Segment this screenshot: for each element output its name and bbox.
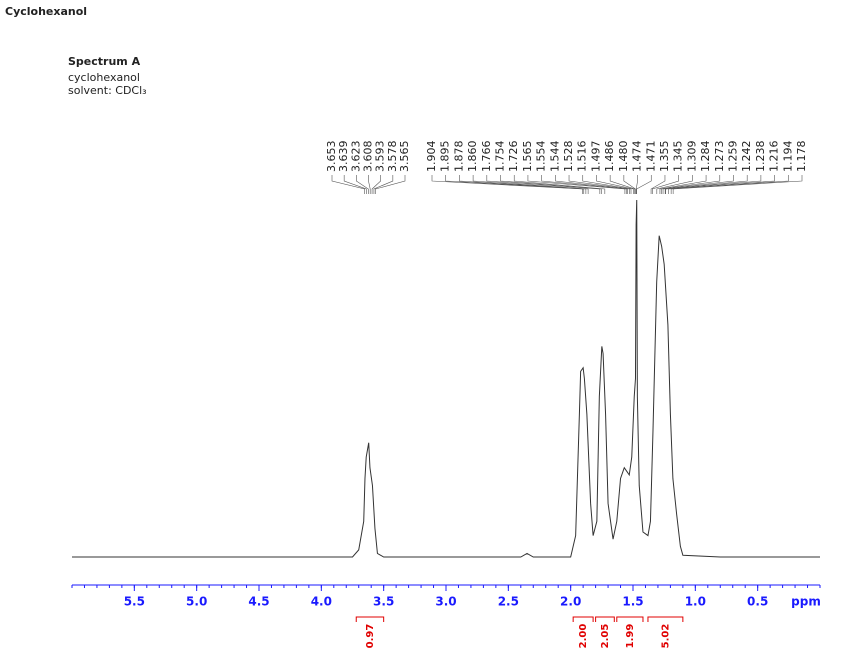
note: cyclohexanol xyxy=(68,71,140,84)
peak-connector xyxy=(513,175,606,194)
spectrum-trace xyxy=(72,199,820,558)
peak-label: 1.474 xyxy=(631,141,644,173)
peak-connector xyxy=(623,175,636,194)
peak-connector xyxy=(431,175,583,194)
peak-connector xyxy=(596,175,634,194)
peak-label: 1.516 xyxy=(576,141,589,173)
peak-label: 1.565 xyxy=(521,141,534,173)
peak-label: 3.653 xyxy=(325,141,338,173)
peak-connector xyxy=(582,175,632,194)
x-tick-label: 5.5 xyxy=(124,595,145,609)
peak-connector xyxy=(371,175,381,194)
peak-connector xyxy=(472,175,589,194)
peak-label: 3.608 xyxy=(362,141,375,173)
x-tick-label: 2.5 xyxy=(498,595,519,609)
peak-label: 1.480 xyxy=(617,141,630,173)
peak-label: 3.639 xyxy=(337,141,350,173)
integral-label: 2.00 xyxy=(578,624,589,649)
x-tick-label: 1.5 xyxy=(622,595,643,609)
peak-label: 1.216 xyxy=(768,141,781,173)
peak-connector xyxy=(368,175,371,194)
integral-label: 5.02 xyxy=(660,624,671,649)
peak-connector xyxy=(500,175,602,194)
peak-label: 1.259 xyxy=(726,141,739,173)
peak-label: 1.726 xyxy=(507,141,520,173)
peak-label: 3.565 xyxy=(398,141,411,173)
integral-label: 0.97 xyxy=(365,624,376,649)
peak-label: 1.544 xyxy=(548,141,561,173)
peak-connector xyxy=(343,175,367,194)
peak-connector xyxy=(656,175,693,194)
integral-bracket xyxy=(647,616,684,622)
peak-connector xyxy=(373,175,394,194)
x-tick-label: 2.0 xyxy=(560,595,581,609)
peak-connector xyxy=(670,175,789,194)
peak-label: 1.273 xyxy=(713,141,726,173)
peak-connector xyxy=(356,175,369,194)
x-tick-label: 5.0 xyxy=(186,595,207,609)
peak-label: 3.578 xyxy=(386,141,399,173)
note: solvent: CDCl₃ xyxy=(68,84,147,97)
x-axis-label: ppm xyxy=(791,595,821,609)
integral-bracket xyxy=(572,616,594,622)
integral-label: 1.99 xyxy=(625,624,636,649)
peak-connector xyxy=(665,175,762,194)
peak-label: 1.766 xyxy=(480,141,493,173)
integral-bracket xyxy=(595,616,615,622)
peak-connector xyxy=(555,175,628,194)
integral-label: 2.05 xyxy=(600,624,611,649)
peak-connector xyxy=(662,175,734,194)
peak-connector xyxy=(375,175,406,194)
peak-connector xyxy=(672,175,803,194)
peak-connector xyxy=(659,175,707,194)
peak-label: 1.878 xyxy=(452,141,465,173)
integral-bracket xyxy=(355,616,385,622)
peak-connector xyxy=(459,175,587,194)
page-title: Cyclohexanol xyxy=(5,5,87,18)
peak-label: 1.895 xyxy=(439,141,452,173)
peak-label: 1.309 xyxy=(685,141,698,173)
peak-label: 1.238 xyxy=(754,141,767,173)
peak-connector xyxy=(650,175,666,194)
peak-connector xyxy=(331,175,365,194)
peak-label: 1.486 xyxy=(603,141,616,173)
peak-label: 1.754 xyxy=(494,141,507,173)
peak-label: 1.355 xyxy=(658,141,671,173)
peak-label: 1.284 xyxy=(699,141,712,173)
peak-connector xyxy=(609,175,636,194)
integral-bracket xyxy=(616,616,644,622)
peak-connector xyxy=(486,175,601,194)
x-tick-label: 1.0 xyxy=(685,595,706,609)
spectrum-title: Spectrum A xyxy=(68,55,141,68)
peak-connector xyxy=(660,175,721,194)
x-tick-label: 4.0 xyxy=(311,595,332,609)
x-tick-label: 3.0 xyxy=(435,595,456,609)
peak-connector xyxy=(635,175,638,194)
peak-label: 3.623 xyxy=(349,141,362,173)
x-tick-label: 3.5 xyxy=(373,595,394,609)
peak-connector xyxy=(636,175,652,194)
peak-label: 1.528 xyxy=(562,141,575,173)
peak-label: 1.178 xyxy=(795,141,808,173)
peak-label: 1.242 xyxy=(740,141,753,173)
peak-label: 1.904 xyxy=(425,141,438,173)
peak-connector xyxy=(541,175,627,194)
peak-label: 1.471 xyxy=(644,141,657,173)
peak-label: 1.194 xyxy=(781,141,794,173)
peak-connector xyxy=(652,175,679,194)
peak-connector xyxy=(664,175,748,194)
peak-label: 1.860 xyxy=(466,141,479,173)
peak-label: 1.497 xyxy=(589,141,602,173)
peak-connector xyxy=(668,175,775,194)
peak-label: 1.345 xyxy=(672,141,685,173)
peak-connector xyxy=(568,175,630,194)
x-tick-label: 4.5 xyxy=(248,595,269,609)
peak-label: 1.554 xyxy=(535,141,548,173)
peak-label: 3.593 xyxy=(374,141,387,173)
peak-connector xyxy=(445,175,585,194)
peak-connector xyxy=(527,175,626,194)
x-tick-label: 0.5 xyxy=(747,595,768,609)
